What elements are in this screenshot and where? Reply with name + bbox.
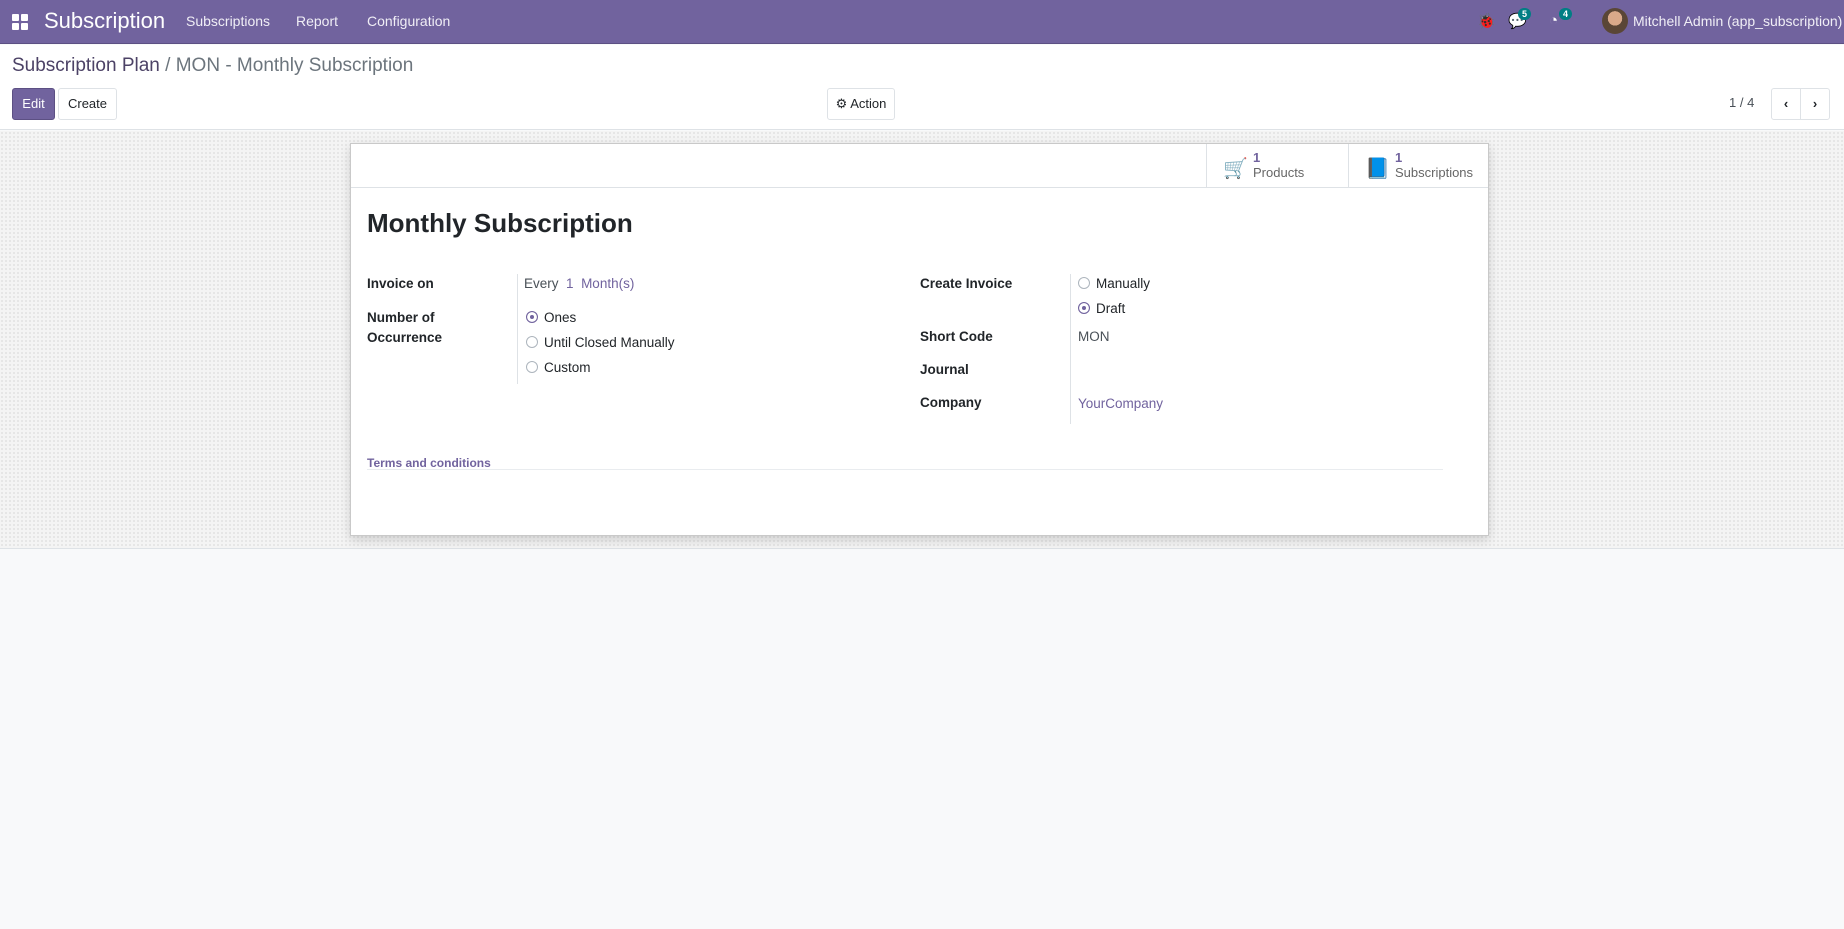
- radio-selected-icon: [1078, 302, 1090, 314]
- journal-label: Journal: [920, 362, 969, 377]
- radio-icon: [526, 361, 538, 373]
- invoice-on-label: Invoice on: [367, 276, 434, 291]
- products-label: Products: [1253, 165, 1305, 180]
- occurrence-option-until-closed[interactable]: Until Closed Manually: [526, 333, 675, 353]
- create-button[interactable]: Create: [58, 88, 117, 120]
- menu-configuration[interactable]: Configuration: [367, 13, 451, 29]
- form-view: 🛒 1 Products 📘 1 Subscriptions Monthly S…: [0, 131, 1844, 549]
- invoice-every: Every: [524, 276, 559, 291]
- occurrence-label: Number of Occurrence: [367, 310, 443, 345]
- breadcrumb-separator: /: [165, 55, 171, 76]
- breadcrumb-current: MON - Monthly Subscription: [175, 55, 414, 76]
- company-label: Company: [920, 395, 982, 410]
- activities-clock-icon[interactable]: ◔ 4: [1549, 8, 1573, 29]
- top-navbar: Subscription Subscriptions Report Config…: [0, 0, 1844, 44]
- button-box: 🛒 1 Products 📘 1 Subscriptions: [351, 144, 1488, 188]
- record-title: Monthly Subscription: [367, 208, 633, 238]
- menu-report[interactable]: Report: [296, 13, 339, 29]
- pager-previous-button[interactable]: ‹: [1771, 88, 1801, 120]
- avatar[interactable]: [1602, 8, 1628, 34]
- invoice-on-field[interactable]: Every 1 Month(s): [524, 274, 634, 294]
- radio-selected-icon: [526, 311, 538, 323]
- field-divider: [517, 274, 518, 384]
- create-invoice-option-manually[interactable]: Manually: [1078, 274, 1150, 294]
- user-menu[interactable]: Mitchell Admin (app_subscription): [1633, 13, 1843, 29]
- activities-badge: 4: [1559, 8, 1573, 20]
- cart-icon: 🛒: [1223, 158, 1248, 180]
- option-label: Manually: [1096, 276, 1151, 291]
- invoice-unit[interactable]: Month(s): [581, 276, 635, 291]
- breadcrumb-parent[interactable]: Subscription Plan: [12, 55, 160, 76]
- short-code-value: MON: [1078, 329, 1110, 344]
- messages-icon[interactable]: 💬 5: [1508, 8, 1532, 30]
- menu-subscriptions[interactable]: Subscriptions: [186, 13, 271, 29]
- pager-value[interactable]: 1 / 4: [1729, 95, 1755, 110]
- option-label: Ones: [544, 310, 577, 325]
- radio-icon: [526, 336, 538, 348]
- radio-icon: [1078, 277, 1090, 289]
- occurrence-option-ones[interactable]: Ones: [526, 308, 576, 328]
- option-label: Until Closed Manually: [544, 335, 675, 350]
- messages-badge: 5: [1518, 8, 1532, 20]
- company-link[interactable]: YourCompany: [1078, 396, 1164, 411]
- app-name[interactable]: Subscription: [44, 8, 166, 33]
- breadcrumb: Subscription Plan / MON - Monthly Subscr…: [12, 55, 413, 77]
- field-divider: [1070, 274, 1071, 424]
- subscriptions-label: Subscriptions: [1395, 165, 1474, 180]
- terms-tab[interactable]: Terms and conditions: [367, 456, 491, 470]
- edit-button[interactable]: Edit: [12, 88, 55, 120]
- create-invoice-label: Create Invoice: [920, 276, 1013, 291]
- gear-icon: ⚙: [835, 96, 848, 111]
- option-label: Draft: [1096, 301, 1126, 316]
- products-count: 1: [1253, 150, 1261, 165]
- pager-next-button[interactable]: ›: [1800, 88, 1830, 120]
- debug-bug-icon[interactable]: 🐞: [1477, 13, 1496, 30]
- terms-divider: [367, 469, 1443, 470]
- form-sheet: 🛒 1 Products 📘 1 Subscriptions Monthly S…: [350, 143, 1489, 536]
- subscriptions-stat-button[interactable]: 📘 1 Subscriptions: [1348, 144, 1490, 188]
- products-stat-button[interactable]: 🛒 1 Products: [1206, 144, 1348, 188]
- occurrence-option-custom[interactable]: Custom: [526, 358, 591, 378]
- apps-menu-icon[interactable]: [12, 14, 28, 30]
- invoice-interval[interactable]: 1: [566, 276, 574, 291]
- book-icon: 📘: [1365, 158, 1390, 180]
- create-invoice-option-draft[interactable]: Draft: [1078, 299, 1125, 319]
- subscriptions-count: 1: [1395, 150, 1403, 165]
- action-label: Action: [850, 96, 887, 111]
- short-code-label: Short Code: [920, 329, 993, 344]
- control-panel: Subscription Plan / MON - Monthly Subscr…: [0, 45, 1844, 130]
- option-label: Custom: [544, 360, 591, 375]
- action-button[interactable]: ⚙ Action: [827, 88, 895, 120]
